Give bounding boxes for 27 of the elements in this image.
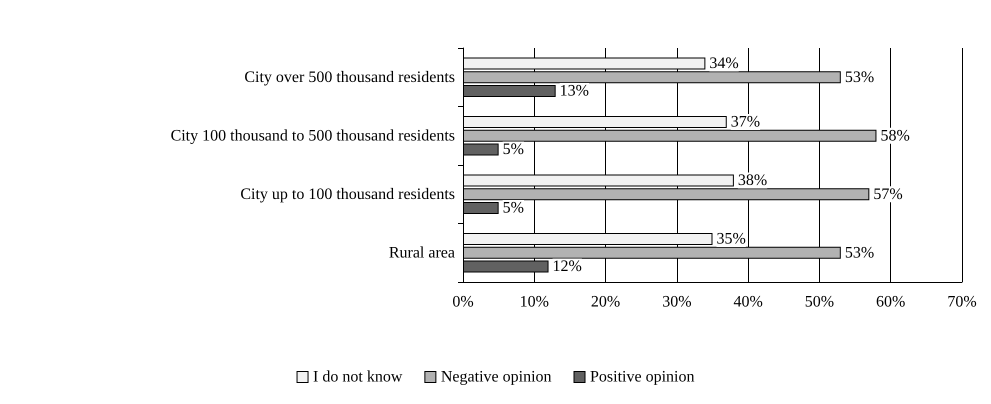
data-label: 53%: [844, 244, 874, 262]
y-tick-label: Rural area: [388, 244, 455, 262]
data-label: 58%: [880, 127, 910, 144]
x-tick-label: 0%: [452, 294, 474, 310]
data-label: 57%: [873, 186, 903, 203]
data-label: 53%: [844, 68, 874, 86]
y-tick-label: City up to 100 thousand residents: [240, 186, 455, 203]
legend-label: Negative opinion: [440, 368, 552, 386]
data-label: 5%: [502, 141, 524, 158]
x-tick-label: 70%: [947, 294, 977, 310]
data-label: 37%: [730, 113, 760, 130]
data-label: 38%: [738, 172, 768, 189]
legend-label: I do not know: [313, 368, 403, 386]
data-label: 13%: [560, 82, 589, 100]
y-tick-label: City over 500 thousand residents: [244, 68, 455, 86]
data-label: 35%: [716, 230, 746, 248]
x-tick-label: 50%: [804, 294, 834, 310]
y-tick-label: City 100 thousand to 500 thousand residents: [170, 127, 455, 144]
x-tick-label: 30%: [662, 294, 692, 310]
data-label: 34%: [709, 54, 739, 72]
legend-label: Positive opinion: [590, 368, 694, 386]
x-tick-label: 10%: [520, 294, 549, 310]
x-tick-label: 20%: [590, 294, 620, 310]
data-label: 12%: [552, 258, 582, 276]
x-tick-label: 60%: [876, 294, 906, 310]
x-tick-label: 40%: [733, 294, 763, 310]
data-label: 5%: [502, 200, 524, 217]
